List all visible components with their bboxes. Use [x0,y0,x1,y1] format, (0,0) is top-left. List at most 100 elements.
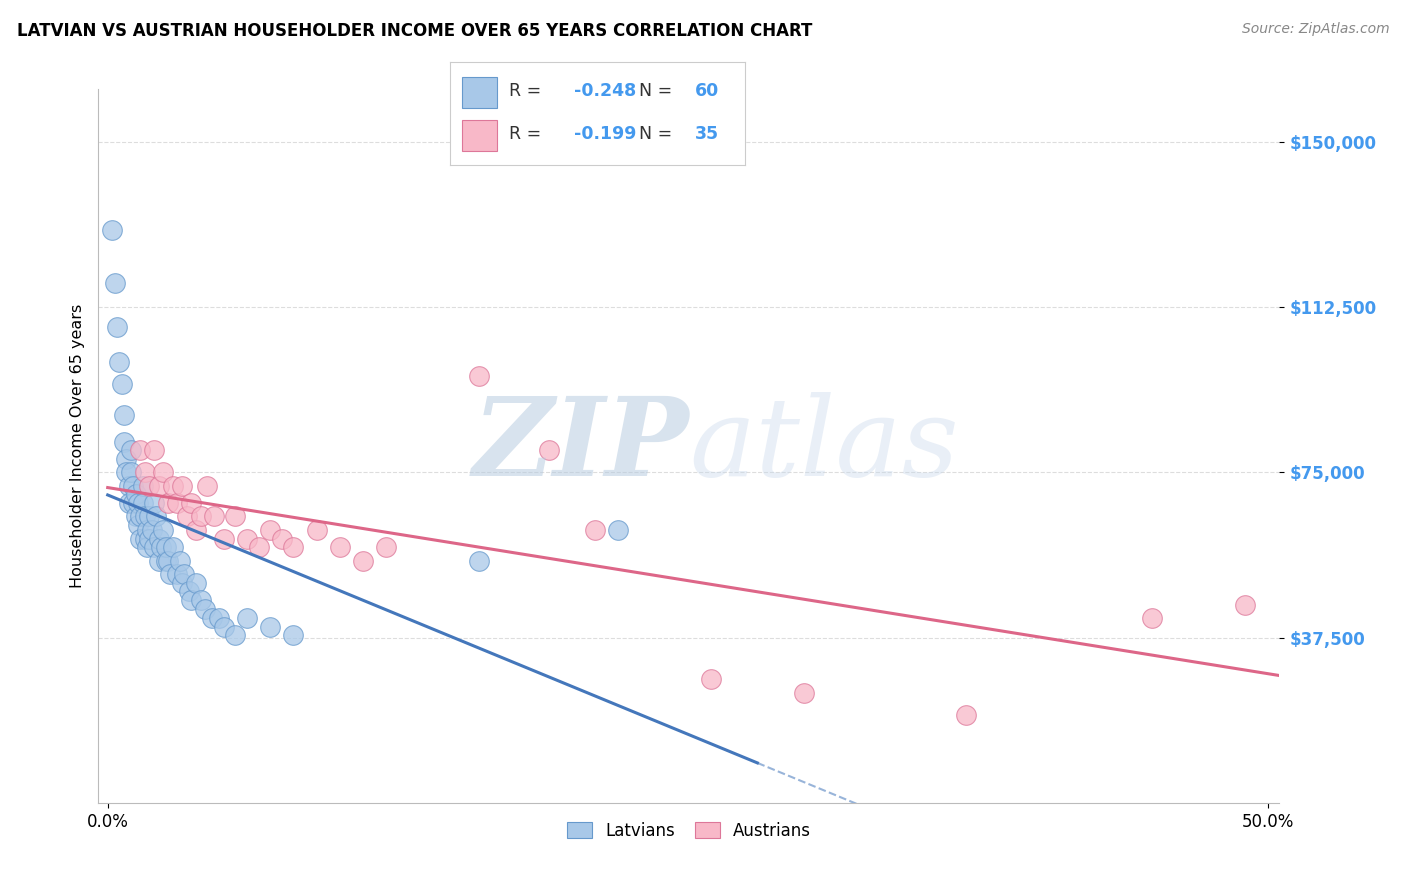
Text: R =: R = [509,82,547,100]
Point [127,518,149,533]
Point [468,368,491,383]
Point [124,509,146,524]
Point [134,466,156,480]
Point [162,541,184,555]
Point [204,509,226,524]
Point [124,487,146,501]
Point [155,541,177,555]
Text: -0.248: -0.248 [574,82,636,100]
Point [537,443,560,458]
Legend: Latvians, Austrians: Latvians, Austrians [558,814,820,848]
Point [112,408,135,422]
Point [173,566,195,581]
Point [115,452,138,467]
Point [201,611,224,625]
Text: N =: N = [638,82,678,100]
Text: Source: ZipAtlas.com: Source: ZipAtlas.com [1241,22,1389,37]
Point [793,686,815,700]
Point [162,478,184,492]
Point [129,443,152,458]
Point [157,553,180,567]
FancyBboxPatch shape [461,120,498,151]
Point [138,509,160,524]
Point [148,553,170,567]
Point [117,478,139,492]
Y-axis label: Householder Income Over 65 years: Householder Income Over 65 years [69,304,84,588]
Point [190,593,212,607]
Point [375,541,398,555]
Point [283,541,305,555]
Point [148,532,170,546]
Point [1233,598,1256,612]
Point [120,443,142,458]
Point [190,509,212,524]
Point [700,673,723,687]
Point [138,478,160,492]
Point [184,575,207,590]
Point [157,496,180,510]
Point [583,523,606,537]
Point [166,496,188,510]
Point [329,541,352,555]
Point [607,523,630,537]
Point [236,611,259,625]
Point [352,553,374,567]
Point [138,532,160,546]
Point [170,575,193,590]
Point [208,611,231,625]
Point [129,509,152,524]
Point [129,532,152,546]
Point [224,509,246,524]
Point [236,532,259,546]
Point [152,523,174,537]
Text: 60: 60 [695,82,720,100]
Text: atlas: atlas [689,392,959,500]
Point [131,478,153,492]
Point [212,619,235,633]
Point [141,523,163,537]
Point [283,628,305,642]
Point [115,466,138,480]
Text: LATVIAN VS AUSTRIAN HOUSEHOLDER INCOME OVER 65 YEARS CORRELATION CHART: LATVIAN VS AUSTRIAN HOUSEHOLDER INCOME O… [17,22,813,40]
Point [224,628,246,642]
Point [212,532,235,546]
Point [305,523,328,537]
Point [159,566,181,581]
Point [177,584,200,599]
Point [180,496,202,510]
Point [134,509,156,524]
Point [122,496,145,510]
Text: ZIP: ZIP [472,392,689,500]
Point [127,496,149,510]
Point [131,496,153,510]
Text: 35: 35 [695,125,718,144]
Point [259,523,281,537]
Point [104,276,127,290]
FancyBboxPatch shape [461,77,498,108]
Text: -0.199: -0.199 [574,125,637,144]
Point [197,478,219,492]
Point [122,478,145,492]
Point [180,593,202,607]
Text: R =: R = [509,125,547,144]
Point [176,509,198,524]
Point [1140,611,1163,625]
Point [169,553,191,567]
Point [259,619,281,633]
Point [117,496,139,510]
Point [136,523,159,537]
Point [152,466,174,480]
Point [247,541,270,555]
Point [150,541,173,555]
Point [184,523,207,537]
Point [143,443,166,458]
Point [105,320,128,334]
Point [166,566,188,581]
Point [155,553,177,567]
Point [143,541,166,555]
Point [270,532,292,546]
Point [955,707,977,722]
Point [194,602,217,616]
Point [145,509,167,524]
Point [148,478,170,492]
